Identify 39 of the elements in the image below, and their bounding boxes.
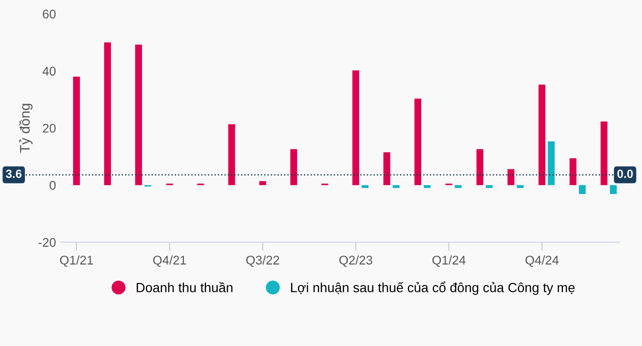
bar xyxy=(610,185,617,194)
bar xyxy=(548,141,555,186)
bar xyxy=(508,169,514,186)
bar xyxy=(259,181,266,186)
x-tick-label: Q4/24 xyxy=(526,255,559,267)
x-tick-label: Q1/24 xyxy=(432,255,466,267)
bar xyxy=(454,185,462,188)
bar xyxy=(392,185,400,188)
bar xyxy=(104,42,111,186)
legend-label: Doanh thu thuần xyxy=(136,282,232,292)
legend-label: Lợi nhuận sau thuế của cổ đông của Công ty mẹ xyxy=(291,281,575,295)
bar xyxy=(135,44,142,186)
y-tick-label: 0 xyxy=(50,180,56,190)
y-tick-label: -20 xyxy=(38,238,56,247)
ref-line-label: 3.6 xyxy=(6,170,22,178)
x-tick-label: Q4/21 xyxy=(153,255,186,267)
bar xyxy=(600,121,608,186)
bar xyxy=(538,84,546,186)
bar xyxy=(414,98,422,186)
y-axis-title: Tỷ đồng xyxy=(18,104,33,153)
bar xyxy=(352,70,360,186)
bar xyxy=(362,185,368,188)
y-tick-label: 60 xyxy=(42,10,56,18)
bar xyxy=(290,149,298,186)
y-tick-label: 20 xyxy=(42,124,56,133)
x-tick-label: Q2/23 xyxy=(339,255,372,267)
x-tick-label: Q1/21 xyxy=(60,255,93,267)
y-tick-label: 40 xyxy=(42,66,56,76)
bar xyxy=(486,185,493,188)
bar xyxy=(570,158,576,186)
bar xyxy=(383,152,390,186)
bar xyxy=(228,124,236,186)
bar xyxy=(424,185,431,188)
annotation: 0.0 xyxy=(617,170,633,178)
bar xyxy=(73,76,80,186)
bar xyxy=(516,185,524,188)
x-tick-label: Q3/22 xyxy=(246,255,280,267)
bar xyxy=(476,149,484,186)
bar xyxy=(578,185,586,194)
